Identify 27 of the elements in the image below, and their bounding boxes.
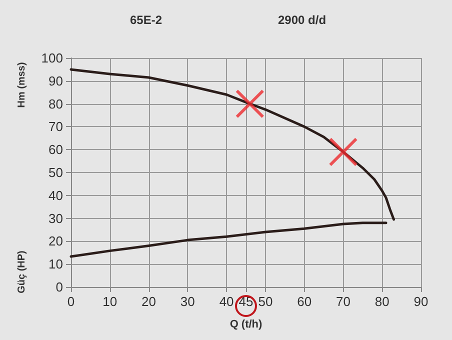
y-tick-label: 60 bbox=[48, 142, 63, 158]
y-tick-label: 70 bbox=[48, 119, 63, 134]
y-tick-label: 30 bbox=[48, 210, 63, 226]
y-tick-label: 20 bbox=[48, 234, 63, 249]
x-tick-label: 80 bbox=[374, 294, 390, 309]
text: Güç (HP) bbox=[16, 250, 28, 294]
y-tick-label: 80 bbox=[48, 96, 63, 112]
x-tick-label: 10 bbox=[102, 294, 118, 309]
x-tick-label: 20 bbox=[142, 294, 156, 309]
y-tick-label: 50 bbox=[48, 165, 63, 180]
y-tick-label: 40 bbox=[48, 188, 63, 203]
chart-title: 65E-2 bbox=[130, 13, 162, 27]
y-tick-label: 10 bbox=[48, 256, 63, 272]
y-tick-label: 100 bbox=[41, 50, 63, 66]
y-tick-label: 90 bbox=[48, 73, 63, 88]
x-tick-label: 70 bbox=[336, 294, 350, 309]
x-tick-label: 50 bbox=[258, 294, 273, 309]
x-tick-label: 60 bbox=[297, 294, 312, 309]
x-tick-label: 30 bbox=[180, 294, 195, 309]
x-tick-label: 0 bbox=[67, 294, 75, 309]
x-tick-label: 40 bbox=[219, 294, 234, 309]
y-axis-title: Hm (mss) bbox=[16, 62, 28, 108]
x-tick-label: 90 bbox=[414, 294, 428, 309]
y-tick-label: 0 bbox=[56, 280, 63, 294]
line-series bbox=[70, 222, 388, 258]
chart-subtitle: 2900 d/d bbox=[278, 13, 326, 27]
x-axis-title: Q (t/h) bbox=[230, 318, 263, 330]
